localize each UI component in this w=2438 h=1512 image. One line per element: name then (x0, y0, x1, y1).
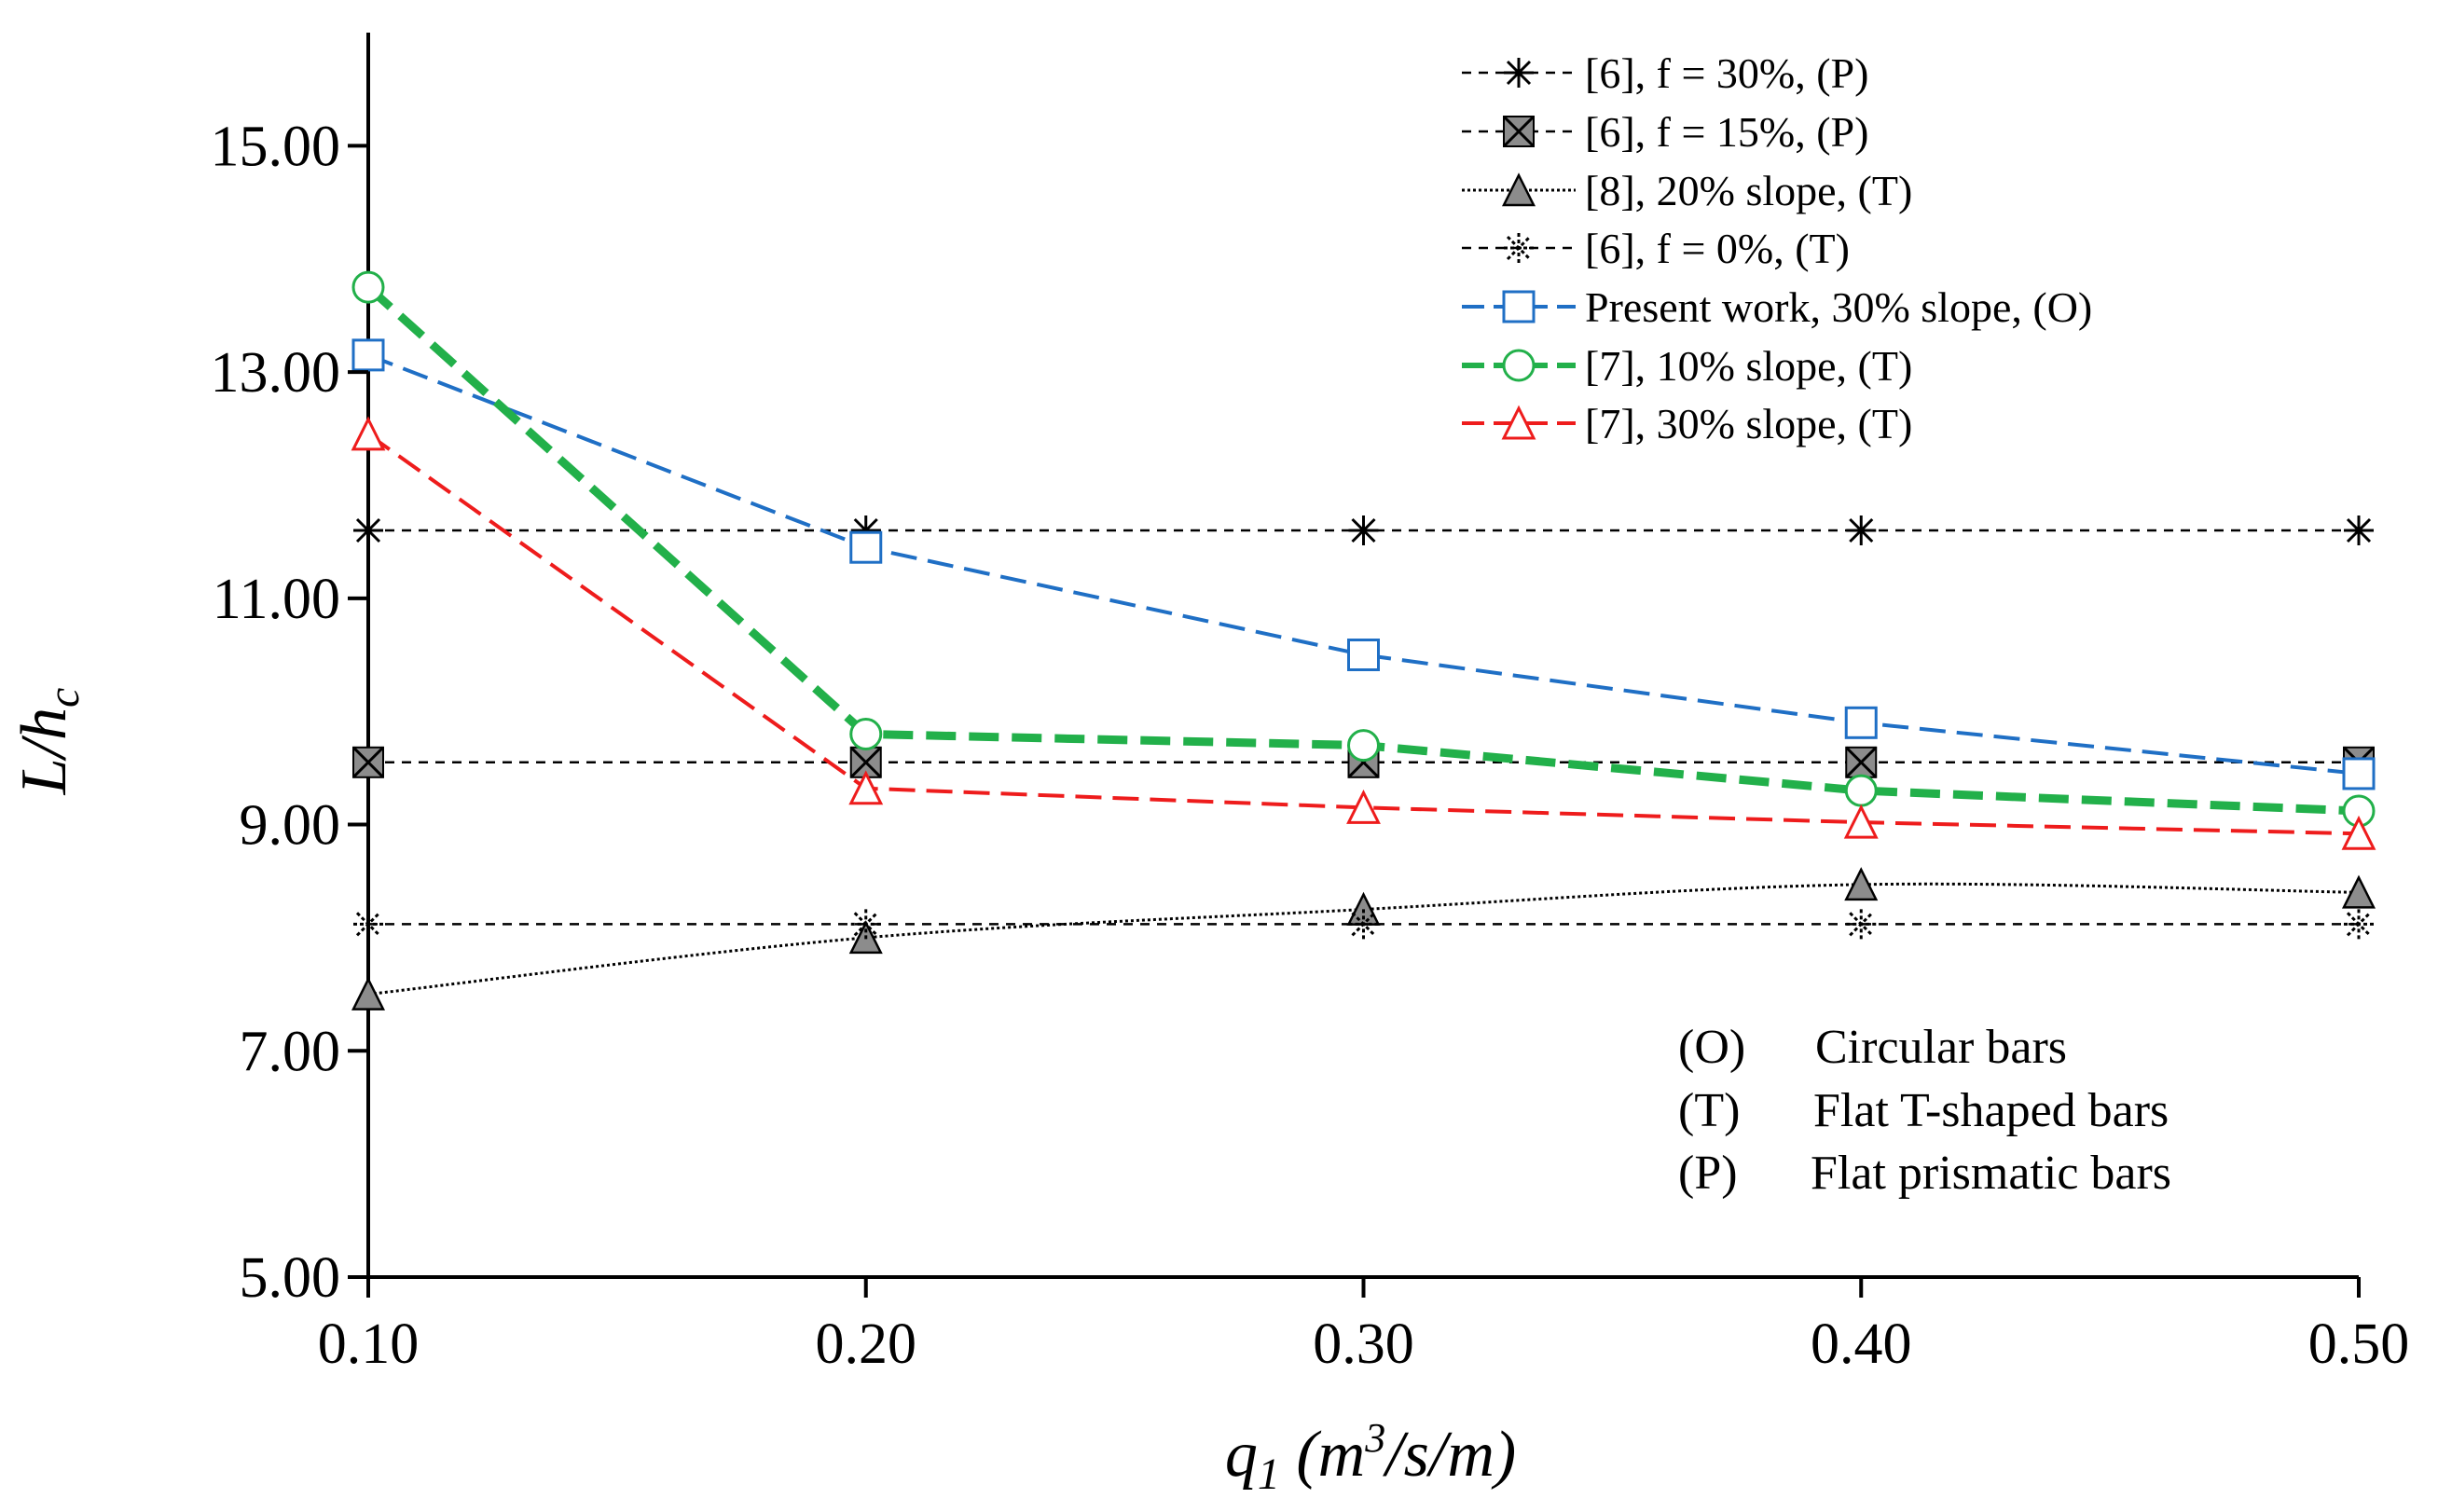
x-tick-label: 0.40 (1811, 1313, 1912, 1376)
note-code-2: (P) (1678, 1147, 1738, 1200)
data-point-6-3 (1843, 804, 1879, 839)
data-point-1-0 (351, 746, 385, 778)
data-point-4-3 (1844, 706, 1878, 739)
data-point-0-2 (1348, 515, 1379, 545)
y-tick-label: 11.00 (213, 568, 340, 631)
data-point-3-2 (1348, 909, 1379, 940)
x-tick-label: 0.50 (2308, 1313, 2410, 1376)
x-tick-label: 0.10 (318, 1313, 420, 1376)
legend: [6], f = 30%, (P) [6], f = 15%, (P) [8], 2… (1462, 49, 2092, 447)
data-point-6-4 (2341, 815, 2376, 850)
legend-marker-6 (1501, 405, 1536, 440)
note-code-0: (O) (1678, 1021, 1745, 1074)
data-point-4-2 (1347, 639, 1380, 671)
series-3 (353, 909, 2374, 940)
series-line-2 (367, 882, 2360, 997)
data-point-3-3 (1846, 909, 1877, 940)
legend-item-6: [7], 30% slope, (T) (1462, 400, 1912, 447)
legend-label-2: [8], 20% slope, (T) (1585, 167, 1912, 214)
data-point-5-0 (351, 270, 385, 304)
data-point-5-1 (849, 717, 883, 750)
data-point-0-3 (1846, 515, 1877, 545)
legend-label-0: [6], f = 30%, (P) (1585, 49, 1868, 97)
legend-marker-1 (1502, 115, 1536, 148)
y-tick-label: 13.00 (211, 341, 341, 405)
data-point-0-4 (2344, 515, 2374, 545)
legend-label-5: [7], 10% slope, (T) (1585, 342, 1912, 390)
y-axis-title-base: L/h (8, 708, 80, 795)
series-line-4 (367, 353, 2360, 776)
data-point-4-4 (2342, 757, 2376, 790)
y-tick-label: 7.00 (240, 1020, 341, 1083)
data-point-1-3 (1845, 746, 1878, 778)
series-4 (351, 338, 2376, 790)
legend-marker-3 (1504, 233, 1534, 263)
x-axis-title-unit-open: (m (1280, 1419, 1365, 1491)
x-tick-label: 0.30 (1313, 1313, 1414, 1376)
data-point-5-2 (1347, 729, 1380, 763)
x-axis-title-sub: 1 (1258, 1450, 1280, 1499)
legend-marker-2 (1501, 172, 1536, 207)
data-point-0-0 (353, 515, 383, 545)
series-0 (353, 515, 2374, 545)
legend-item-1: [6], f = 15%, (P) (1462, 108, 1868, 156)
series-6 (351, 416, 2376, 850)
series-line-6 (366, 433, 2360, 836)
data-point-3-1 (850, 909, 881, 940)
y-tick-label: 9.00 (240, 794, 341, 858)
legend-label-6: [7], 30% slope, (T) (1585, 400, 1912, 447)
x-tick-label: 0.20 (816, 1313, 917, 1376)
note-text-0: Circular bars (1815, 1021, 2067, 1074)
y-axis-title: L/hc (8, 688, 89, 796)
legend-item-2: [8], 20% slope, (T) (1462, 167, 1912, 214)
x-axis-title-base: q (1225, 1419, 1258, 1491)
data-point-2-3 (1844, 867, 1879, 901)
legend-marker-5 (1502, 349, 1536, 382)
x-axis-title: q1 (m3/s/m) (1225, 1415, 1516, 1499)
note-text-2: Flat prismatic bars (1811, 1147, 2171, 1200)
y-axis-title-sub: c (39, 688, 89, 708)
series-5 (351, 270, 2376, 828)
legend-label-3: [6], f = 0%, (T) (1585, 225, 1850, 272)
y-tick-label: 5.00 (240, 1246, 341, 1310)
series-2 (351, 867, 2376, 1010)
bar-type-notes: (O) Circular bars (T) Flat T-shaped bars… (1678, 1021, 2171, 1200)
legend-item-4: Present work, 30% slope, (O) (1462, 283, 2092, 331)
data-point-3-0 (353, 909, 383, 940)
note-text-1: Flat T-shaped bars (1813, 1084, 2169, 1137)
y-tick-label: 15.00 (211, 115, 341, 178)
legend-label-1: [6], f = 15%, (P) (1585, 108, 1868, 156)
data-point-6-2 (1346, 789, 1381, 824)
note-code-1: (T) (1678, 1084, 1740, 1137)
data-point-2-4 (2341, 874, 2376, 909)
data-point-6-0 (351, 416, 386, 451)
legend-item-5: [7], 10% slope, (T) (1462, 342, 1912, 390)
legend-marker-4 (1502, 290, 1536, 323)
data-point-6-1 (848, 770, 884, 805)
data-point-3-4 (2344, 909, 2374, 940)
series-layer (351, 270, 2376, 1010)
data-point-4-1 (849, 530, 883, 564)
data-point-2-0 (351, 976, 386, 1010)
data-point-5-3 (1844, 774, 1878, 807)
legend-item-0: [6], f = 30%, (P) (1462, 49, 1868, 97)
x-axis-title-sup: 3 (1364, 1415, 1385, 1461)
data-point-4-0 (351, 338, 385, 372)
legend-label-4: Present work, 30% slope, (O) (1585, 283, 2092, 331)
legend-marker-0 (1504, 58, 1534, 88)
legend-item-3: [6], f = 0%, (T) (1462, 225, 1850, 272)
x-axis-title-unit-close: /s/m) (1382, 1419, 1516, 1491)
ticks-layer: 5.00 7.00 9.00 11.00 13.00 15.00 0.10 0.20 0.30 0… (211, 115, 2410, 1376)
